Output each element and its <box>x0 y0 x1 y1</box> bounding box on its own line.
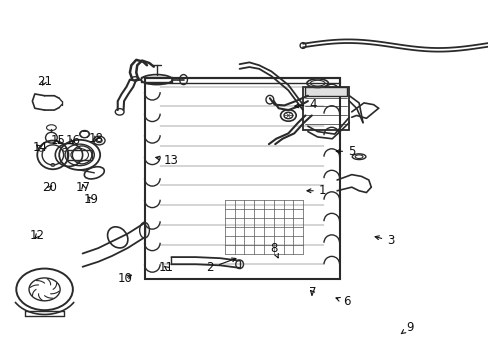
Text: 20: 20 <box>42 181 57 194</box>
Text: 12: 12 <box>30 229 45 242</box>
Text: 13: 13 <box>156 154 179 167</box>
Text: 19: 19 <box>83 193 98 206</box>
Text: 2: 2 <box>206 258 235 274</box>
Text: 7: 7 <box>308 287 316 300</box>
Text: 16: 16 <box>65 134 80 147</box>
Text: 6: 6 <box>335 296 350 309</box>
Text: 5: 5 <box>336 145 355 158</box>
Text: 21: 21 <box>37 75 52 88</box>
Bar <box>67 149 92 160</box>
Text: 15: 15 <box>51 134 65 147</box>
Text: 18: 18 <box>88 132 103 145</box>
Bar <box>303 87 348 130</box>
Bar <box>144 78 339 279</box>
Text: 1: 1 <box>306 184 325 197</box>
Text: 10: 10 <box>117 272 132 285</box>
Text: 14: 14 <box>32 141 47 154</box>
Text: 11: 11 <box>159 261 174 274</box>
Text: 9: 9 <box>401 320 413 334</box>
Text: 8: 8 <box>269 242 278 258</box>
Text: 4: 4 <box>294 98 316 111</box>
Text: 17: 17 <box>76 181 91 194</box>
Bar <box>305 87 346 96</box>
Text: 3: 3 <box>374 234 394 247</box>
